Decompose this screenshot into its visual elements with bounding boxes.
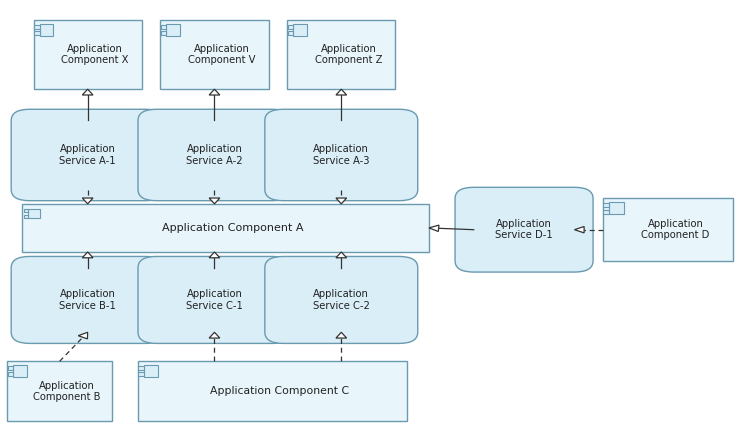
FancyBboxPatch shape xyxy=(34,20,142,89)
Text: Application
Service A-3: Application Service A-3 xyxy=(313,144,369,166)
Polygon shape xyxy=(574,227,584,233)
FancyBboxPatch shape xyxy=(265,256,418,343)
Text: Application
Service C-2: Application Service C-2 xyxy=(313,289,370,311)
FancyBboxPatch shape xyxy=(8,372,13,376)
Polygon shape xyxy=(336,252,347,258)
FancyBboxPatch shape xyxy=(138,372,144,376)
FancyBboxPatch shape xyxy=(7,361,112,421)
FancyBboxPatch shape xyxy=(166,24,180,36)
Polygon shape xyxy=(78,332,88,339)
Polygon shape xyxy=(336,89,347,95)
Text: Application
Service D-1: Application Service D-1 xyxy=(495,219,553,240)
FancyBboxPatch shape xyxy=(34,25,40,29)
FancyBboxPatch shape xyxy=(138,256,291,343)
Polygon shape xyxy=(336,332,347,338)
FancyBboxPatch shape xyxy=(455,187,593,272)
FancyBboxPatch shape xyxy=(603,198,733,261)
Text: Application
Service A-2: Application Service A-2 xyxy=(186,144,242,166)
Polygon shape xyxy=(429,225,439,231)
Text: Application
Service A-1: Application Service A-1 xyxy=(60,144,116,166)
Polygon shape xyxy=(209,252,220,258)
FancyBboxPatch shape xyxy=(8,366,13,370)
FancyBboxPatch shape xyxy=(161,25,166,29)
FancyBboxPatch shape xyxy=(160,20,269,89)
FancyBboxPatch shape xyxy=(40,24,53,36)
Text: Application
Component Z: Application Component Z xyxy=(315,44,383,66)
FancyBboxPatch shape xyxy=(288,31,293,35)
Text: Application
Component B: Application Component B xyxy=(34,380,101,402)
Text: Application
Component V: Application Component V xyxy=(188,44,256,66)
Polygon shape xyxy=(209,89,220,95)
Text: Application
Component X: Application Component X xyxy=(61,44,129,66)
FancyBboxPatch shape xyxy=(293,24,307,36)
Polygon shape xyxy=(209,332,220,338)
FancyBboxPatch shape xyxy=(603,202,609,207)
Text: Application
Service C-1: Application Service C-1 xyxy=(186,289,243,311)
Polygon shape xyxy=(82,198,93,204)
FancyBboxPatch shape xyxy=(138,366,144,370)
FancyBboxPatch shape xyxy=(144,365,158,377)
FancyBboxPatch shape xyxy=(288,25,293,29)
FancyBboxPatch shape xyxy=(34,31,40,35)
FancyBboxPatch shape xyxy=(24,209,28,212)
Polygon shape xyxy=(336,198,347,204)
Text: Application
Component D: Application Component D xyxy=(642,219,709,240)
Text: Application Component C: Application Component C xyxy=(210,386,349,396)
FancyBboxPatch shape xyxy=(28,209,40,219)
FancyBboxPatch shape xyxy=(138,109,291,201)
FancyBboxPatch shape xyxy=(24,215,28,218)
FancyBboxPatch shape xyxy=(287,20,395,89)
FancyBboxPatch shape xyxy=(138,361,407,421)
FancyBboxPatch shape xyxy=(13,366,27,376)
FancyBboxPatch shape xyxy=(161,31,166,35)
Polygon shape xyxy=(209,198,220,204)
Polygon shape xyxy=(82,89,93,95)
FancyBboxPatch shape xyxy=(11,109,164,201)
FancyBboxPatch shape xyxy=(603,210,609,214)
FancyBboxPatch shape xyxy=(11,256,164,343)
FancyBboxPatch shape xyxy=(609,202,624,215)
Text: Application Component A: Application Component A xyxy=(163,223,304,233)
Text: Application
Service B-1: Application Service B-1 xyxy=(59,289,116,311)
Polygon shape xyxy=(82,252,93,258)
FancyBboxPatch shape xyxy=(22,204,429,252)
FancyBboxPatch shape xyxy=(265,109,418,201)
